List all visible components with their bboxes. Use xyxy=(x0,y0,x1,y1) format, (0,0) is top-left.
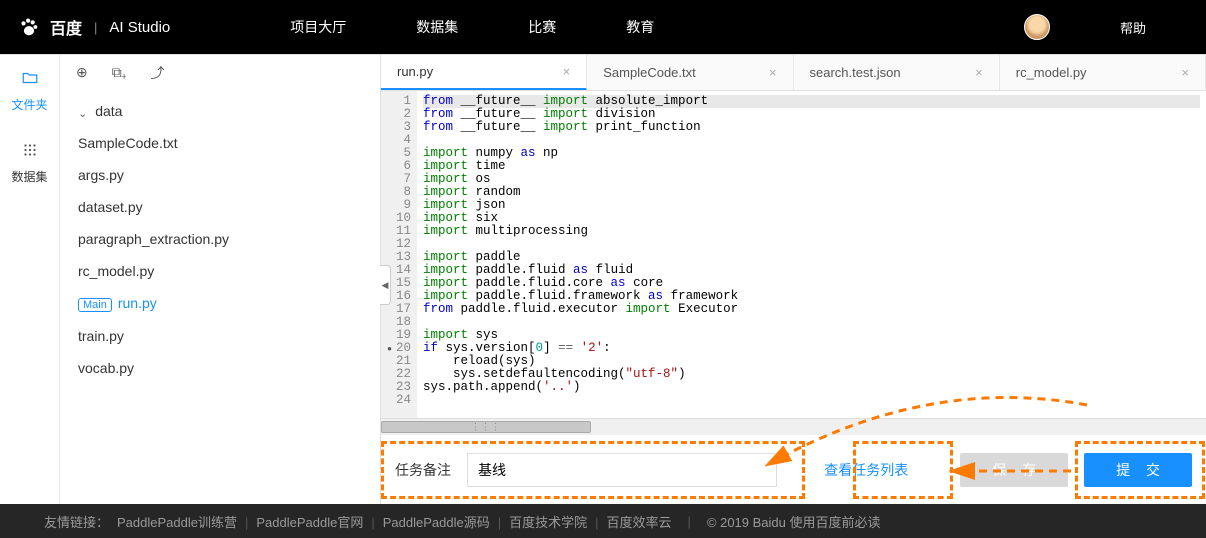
rail-label-folders: 文件夹 xyxy=(11,98,47,112)
tree-file-vocab-py[interactable]: vocab.py xyxy=(60,352,380,384)
save-button[interactable]: 保 存 xyxy=(960,453,1068,487)
tab-SampleCode-txt[interactable]: SampleCode.txt × xyxy=(587,55,793,90)
code-line[interactable]: import random xyxy=(423,186,1200,199)
footer-link[interactable]: PaddlePaddle官网 xyxy=(256,515,363,530)
tree-file-args-py[interactable]: args.py xyxy=(60,159,380,191)
code-line[interactable]: import numpy as np xyxy=(423,147,1200,160)
help-link[interactable]: 帮助 xyxy=(1120,18,1146,37)
footer: 友情链接： PaddlePaddle训练营|PaddlePaddle官网|Pad… xyxy=(0,504,1206,538)
nav-datasets[interactable]: 数据集 xyxy=(416,17,458,37)
code-line[interactable]: if sys.version[0] == '2': xyxy=(423,342,1200,355)
submit-button[interactable]: 提 交 xyxy=(1084,453,1192,487)
grid-icon xyxy=(0,141,59,164)
tree-file-rc_model-py[interactable]: rc_model.py xyxy=(60,255,380,287)
logo-brand: 百度 xyxy=(50,15,82,39)
scrollbar-thumb[interactable]: ⋮⋮⋮ xyxy=(381,421,591,433)
logo-product: AI Studio xyxy=(109,19,170,36)
file-tree: data SampleCode.txt args.py dataset.py para… xyxy=(60,91,380,388)
main-badge: Main xyxy=(78,298,112,312)
nav-education[interactable]: 教育 xyxy=(626,17,654,37)
tree-file-label: train.py xyxy=(78,328,124,344)
footer-link[interactable]: PaddlePaddle训练营 xyxy=(117,515,237,530)
tree-folder-data[interactable]: data xyxy=(60,95,380,127)
code-line[interactable]: import json xyxy=(423,199,1200,212)
tree-file-dataset-py[interactable]: dataset.py xyxy=(60,191,380,223)
baidu-paw-icon xyxy=(18,16,40,38)
new-folder-icon[interactable]: ⧉₊ xyxy=(112,64,127,81)
tab-label: run.py xyxy=(397,64,433,79)
tree-file-label: run.py xyxy=(118,295,157,311)
close-icon[interactable]: × xyxy=(563,64,571,79)
nav-project-hall[interactable]: 项目大厅 xyxy=(290,17,346,37)
close-icon[interactable]: × xyxy=(1181,65,1189,80)
tab-label: search.test.json xyxy=(810,65,901,80)
task-note-label: 任务备注 xyxy=(395,460,451,480)
tree-file-label: args.py xyxy=(78,167,124,183)
tab-label: rc_model.py xyxy=(1016,65,1087,80)
upload-icon[interactable]: ⤴ xyxy=(151,63,165,83)
tab-search-test-json[interactable]: search.test.json × xyxy=(794,55,1000,90)
rail-item-folders[interactable]: 文件夹 xyxy=(0,55,59,127)
footer-link[interactable]: 百度效率云 xyxy=(607,515,672,530)
code-view[interactable]: 123456789101112131415161718192021222324 … xyxy=(381,91,1206,418)
rail-item-datasets[interactable]: 数据集 xyxy=(0,127,59,199)
collapse-handle[interactable]: ◀ xyxy=(380,265,391,305)
logo[interactable]: 百度 | AI Studio xyxy=(0,15,170,39)
code-line[interactable] xyxy=(423,394,1200,407)
close-icon[interactable]: × xyxy=(975,65,983,80)
tree-file-label: vocab.py xyxy=(78,360,134,376)
editor-tabs: run.py×SampleCode.txt×search.test.json×r… xyxy=(381,55,1206,91)
tab-label: SampleCode.txt xyxy=(603,65,696,80)
code-line[interactable]: sys.path.append('..') xyxy=(423,381,1200,394)
tab-run-py[interactable]: run.py × xyxy=(381,55,587,90)
folder-icon xyxy=(0,69,59,92)
code-line[interactable] xyxy=(423,238,1200,251)
code-line[interactable]: import os xyxy=(423,173,1200,186)
header: 百度 | AI Studio 项目大厅 数据集 比赛 教育 帮助 xyxy=(0,0,1206,54)
view-task-list-link[interactable]: 查看任务列表 xyxy=(824,460,908,480)
avatar[interactable] xyxy=(1024,14,1050,40)
logo-divider: | xyxy=(94,20,97,35)
footer-prefix: 友情链接： xyxy=(44,512,109,531)
tree-file-label: dataset.py xyxy=(78,199,143,215)
code-line[interactable]: from __future__ import print_function xyxy=(423,121,1200,134)
tree-file-label: paragraph_extraction.py xyxy=(78,231,229,247)
close-icon[interactable]: × xyxy=(769,65,777,80)
main-nav: 项目大厅 数据集 比赛 教育 xyxy=(290,17,654,37)
tree-file-label: rc_model.py xyxy=(78,263,154,279)
code-body[interactable]: from __future__ import absolute_importfr… xyxy=(417,91,1206,418)
horizontal-scrollbar[interactable]: ⋮⋮⋮ xyxy=(381,418,1206,434)
tree-file-train-py[interactable]: train.py xyxy=(60,320,380,352)
tree-file-SampleCode-txt[interactable]: SampleCode.txt xyxy=(60,127,380,159)
task-note-input[interactable] xyxy=(467,453,777,487)
code-gutter: 123456789101112131415161718192021222324 xyxy=(381,91,417,418)
code-line[interactable] xyxy=(423,316,1200,329)
file-toolbar: ⊕ ⧉₊ ⤴ xyxy=(60,55,380,91)
tree-file-paragraph_extraction-py[interactable]: paragraph_extraction.py xyxy=(60,223,380,255)
file-panel: ⊕ ⧉₊ ⤴ data SampleCode.txt args.py dataset… xyxy=(60,55,380,504)
footer-link[interactable]: PaddlePaddle源码 xyxy=(383,515,490,530)
tree-file-label: SampleCode.txt xyxy=(78,135,178,151)
bottom-bar: 任务备注 查看任务列表 保 存 提 交 xyxy=(381,434,1206,504)
main-area: 文件夹 数据集 ⊕ ⧉₊ ⤴ data SampleCode.txt args.p… xyxy=(0,54,1206,504)
code-line[interactable]: import time xyxy=(423,160,1200,173)
gutter-line: 24 xyxy=(383,394,411,407)
code-line[interactable]: from paddle.fluid.executor import Execut… xyxy=(423,303,1200,316)
tree-file-run-py[interactable]: Main run.py xyxy=(60,287,380,320)
tab-rc_model-py[interactable]: rc_model.py × xyxy=(1000,55,1206,90)
tree-folder-label: data xyxy=(95,103,122,119)
rail-label-datasets: 数据集 xyxy=(11,170,47,184)
footer-copyright: © 2019 Baidu 使用百度前必读 xyxy=(707,512,881,531)
footer-link[interactable]: 百度技术学院 xyxy=(509,515,587,530)
nav-competition[interactable]: 比赛 xyxy=(528,17,556,37)
code-line[interactable]: import multiprocessing xyxy=(423,225,1200,238)
new-file-icon[interactable]: ⊕ xyxy=(76,64,88,81)
editor-area: ◀ run.py×SampleCode.txt×search.test.json… xyxy=(380,55,1206,504)
left-rail: 文件夹 数据集 xyxy=(0,55,60,504)
